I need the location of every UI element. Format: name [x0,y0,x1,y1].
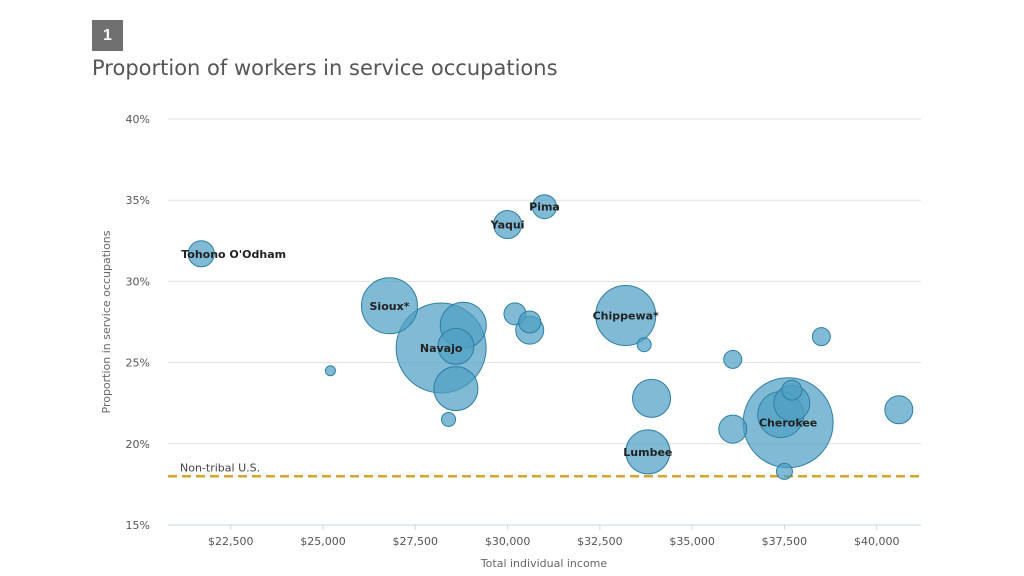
bubble [625,429,671,475]
axes: 15% 20% 25% 30% 35% 40% $22,500 $25,000 $27,500 $… [126,113,900,548]
chart-title: Proportion of workers in service occupat… [92,56,558,80]
y-tick-label: 30% [126,275,150,288]
bubble-label: Cherokee [759,417,817,430]
bubble [532,194,557,220]
y-tick-label: 20% [126,438,150,451]
x-tick-label: $27,500 [393,535,439,548]
bubble [595,285,657,347]
bubble [884,395,914,425]
x-tick-label: $32,500 [577,535,623,548]
x-tick-label: $25,000 [300,535,346,548]
bubble [723,349,743,369]
bubble [811,327,831,347]
bubble [493,210,523,240]
bubble-label: Yaqui [490,219,525,232]
bubble [636,337,652,353]
gridlines [168,118,921,526]
bubble-label: Navajo [420,342,463,355]
bubble [360,277,418,335]
y-axis-title: Proportion in service occupations [100,230,113,413]
bubble-label: Chippewa* [593,310,659,323]
figure-number-badge: 1 [92,20,123,51]
bubble-labels: Tohono O'Odham Pima Yaqui Sioux* Chippewa* Na… [181,201,817,459]
bubble-label: Tohono O'Odham [181,248,286,261]
x-tick-label: $35,000 [669,535,715,548]
y-tick-label: 15% [126,519,150,532]
y-tick-label: 40% [126,113,150,126]
bubbles [187,194,914,480]
bubble [718,414,748,444]
x-tick-label: $22,500 [208,535,254,548]
reference-line-group: Non-tribal U.S. [168,461,921,478]
bubble [781,379,803,401]
bubble [324,365,336,377]
bubble [518,310,542,334]
bubble [775,462,793,480]
x-axis-title: Total individual income [480,557,608,570]
bubble [441,411,457,427]
y-tick-label: 25% [126,357,150,370]
bubble-label: Lumbee [623,446,672,459]
bubble-label: Sioux* [370,300,410,313]
bubble [437,327,475,365]
x-tick-label: $37,500 [762,535,808,548]
bubble [632,378,672,418]
x-tick-label: $30,000 [485,535,531,548]
y-tick-label: 35% [126,194,150,207]
reference-line-label: Non-tribal U.S. [180,461,260,474]
bubble-label: Pima [529,201,560,214]
bubble [187,240,215,268]
bubble [433,366,479,412]
x-tick-label: $40,000 [854,535,900,548]
